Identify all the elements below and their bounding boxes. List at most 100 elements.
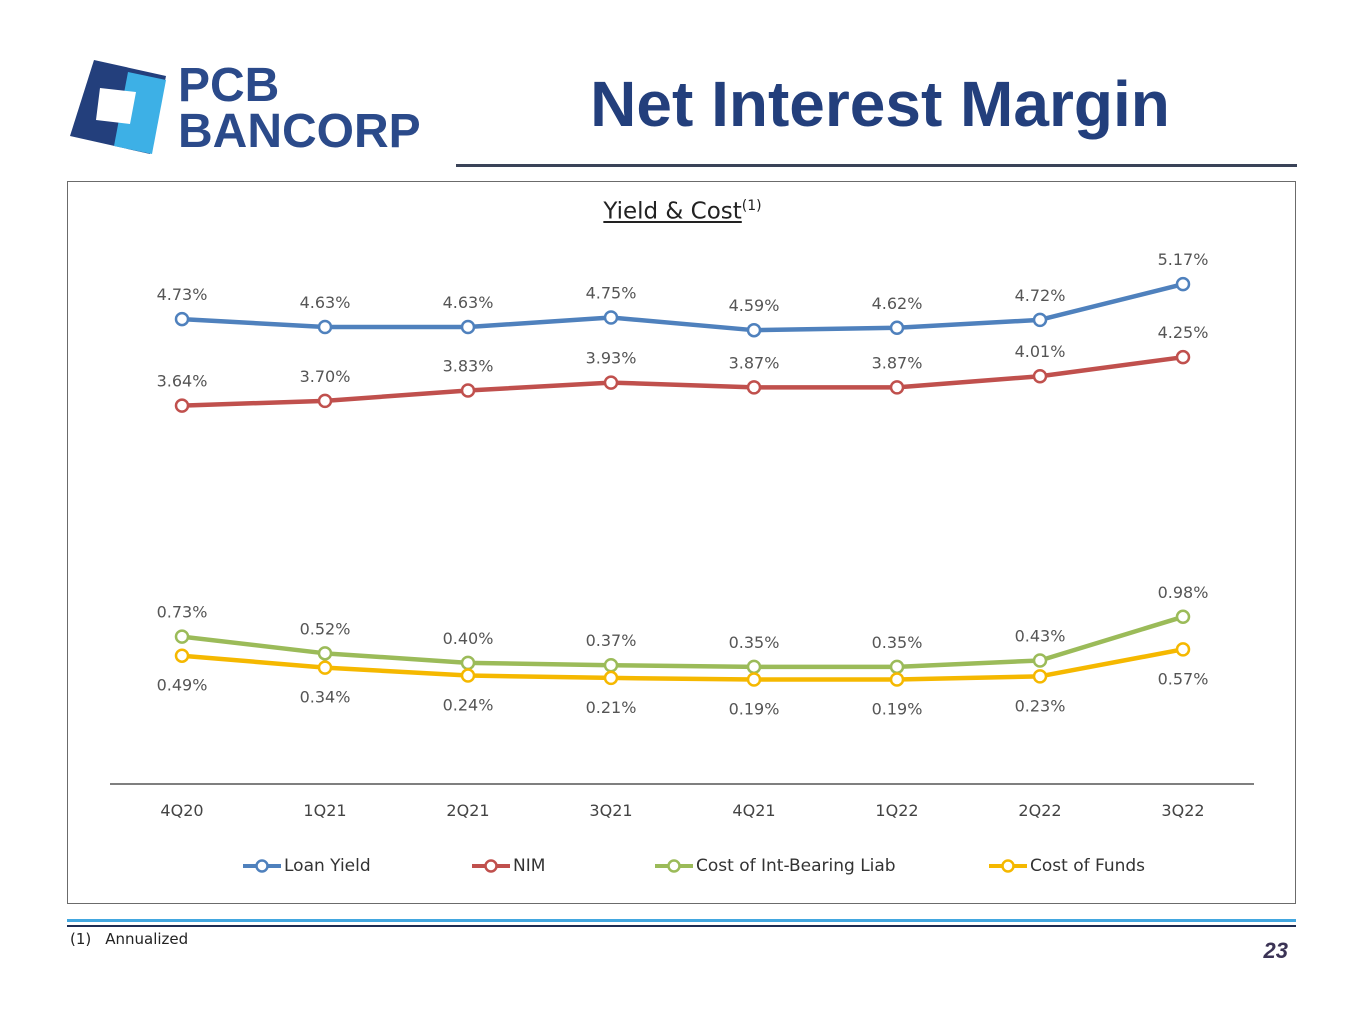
chart-title: Yield & Cost(1) [0,198,1365,225]
x-tick-label: 2Q21 [446,801,489,820]
chart-legend: Loan Yield NIM Cost of Int-Bearing Liab Cos… [0,856,1365,880]
data-point [1175,349,1191,365]
page-number: 23 [1263,938,1288,963]
x-tick-label: 4Q20 [160,801,203,820]
data-point [174,629,190,644]
legend-swatch-icon [655,859,693,873]
data-label: 0.52% [300,619,351,638]
data-label: 3.70% [300,367,351,386]
legend-item: Cost of Int-Bearing Liab [654,856,896,876]
data-label: 0.24% [443,696,494,715]
data-point [1175,276,1191,292]
footer-rule-dark [67,925,1296,927]
data-point [746,322,762,338]
legend-label: Cost of Funds [1030,856,1146,876]
data-label: 0.43% [1015,626,1066,645]
data-point [889,672,905,687]
data-point [889,380,905,395]
data-point [460,319,476,335]
data-point [1175,609,1191,625]
data-label: 4.25% [1158,323,1209,342]
data-label: 0.35% [872,633,923,652]
data-label: 0.23% [1015,696,1066,715]
data-point [317,319,333,335]
data-point [460,383,476,398]
data-label: 0.19% [872,700,923,719]
data-label: 3.87% [729,353,780,372]
footnote-text: Annualized [105,930,189,948]
data-label: 0.40% [443,629,494,648]
series-line-3 [179,647,1186,682]
data-label: 4.75% [586,283,637,302]
data-point [174,311,190,327]
data-point [889,320,905,336]
data-point [603,375,619,390]
legend-label: Loan Yield [284,856,371,876]
data-label: 0.37% [586,631,637,650]
page-title: Net Interest Margin [590,68,1170,140]
data-point [317,660,333,675]
logo-text-line1: PCB [178,59,280,112]
logo-mark-icon [70,60,166,154]
data-point [1032,669,1048,684]
data-point [1032,653,1048,668]
data-point [460,655,476,671]
footnote: (1) Annualized [70,930,188,948]
data-point [603,670,619,686]
data-label: 0.34% [300,688,351,707]
data-label: 0.35% [729,633,780,652]
legend-item: Loan Yield [242,856,371,876]
data-point [174,398,190,413]
data-label: 4.72% [1015,286,1066,305]
title-divider [456,164,1297,167]
data-point [603,657,619,673]
data-point [889,659,905,675]
data-label: 0.19% [729,700,780,719]
x-tick-label: 3Q21 [589,801,632,820]
data-label: 3.93% [586,349,637,368]
data-point [746,659,762,675]
data-point [1032,312,1048,328]
data-point [317,393,333,409]
series-line-2 [179,614,1186,670]
series-line-0 [179,281,1186,333]
data-label: 4.01% [1015,342,1066,361]
x-tick-label: 3Q22 [1161,801,1204,820]
legend-item: Cost of Funds [988,856,1145,876]
data-label: 0.73% [157,603,208,622]
footer-rule-light [67,919,1296,922]
data-label: 3.87% [872,353,923,372]
data-point [603,310,619,325]
chart-frame [67,181,1296,904]
pcb-bancorp-logo: PCB BANCORP [70,58,470,158]
data-point [746,380,762,395]
legend-label: Cost of Int-Bearing Liab [696,856,896,876]
chart-title-superscript: (1) [741,198,762,214]
data-label: 4.59% [729,296,780,315]
x-tick-label: 4Q21 [732,801,775,820]
x-tick-label: 1Q22 [875,801,918,820]
data-label: 0.98% [1158,583,1209,602]
chart-title-text: Yield & Cost [603,198,742,225]
data-point [174,648,190,663]
data-point [1175,642,1191,657]
legend-swatch-icon [989,859,1027,873]
legend-swatch-icon [243,859,281,873]
data-point [1032,368,1048,384]
data-point [746,672,762,687]
logo-text-line2: BANCORP [178,105,421,158]
data-label: 4.62% [872,294,923,313]
legend-swatch-icon [472,859,510,873]
data-label: 4.73% [157,285,208,304]
data-label: 3.83% [443,357,494,376]
data-point [317,646,333,661]
data-label: 0.57% [1158,669,1209,688]
data-point [460,668,476,683]
x-tick-label: 1Q21 [303,801,346,820]
legend-label: NIM [513,856,546,876]
series-line-1 [179,354,1186,408]
data-label: 5.17% [1158,250,1209,269]
x-tick-label: 2Q22 [1018,801,1061,820]
data-label: 3.64% [157,372,208,391]
